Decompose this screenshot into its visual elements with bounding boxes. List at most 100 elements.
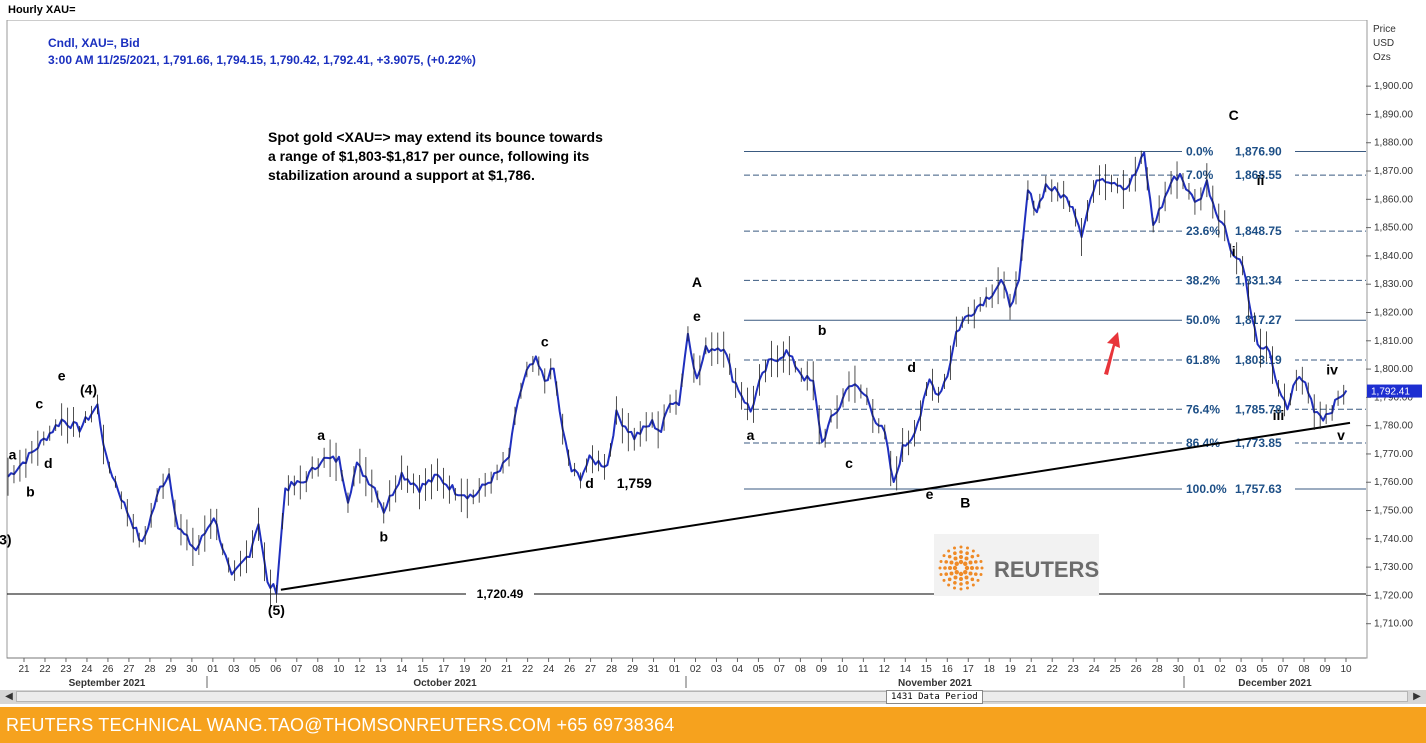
x-tick-label: 26 [102,664,114,675]
annotation-text: Spot gold <XAU=> may extend its bounce t… [268,129,603,183]
logo-dot [942,554,946,558]
logo-dot [959,587,963,591]
x-tick-label: 08 [312,664,324,675]
x-tick-label: 01 [207,664,219,675]
fib-level-label: 61.8% [1186,353,1220,367]
logo-dot [963,561,968,566]
logo-dot [947,554,952,559]
x-tick-label: 21 [501,664,513,675]
wave-label: a [9,447,17,463]
logo-dot [944,572,949,576]
x-tick-label: 17 [963,664,975,675]
x-tick-label: 03 [1236,664,1248,675]
wave-label: i [1232,243,1236,259]
fib-level-label: 23.6% [1186,224,1220,238]
x-tick-label: 13 [375,664,387,675]
x-tick-label: 19 [1005,664,1017,675]
wave-label: v [1337,427,1345,443]
fib-price-label: 1,848.75 [1235,224,1282,238]
logo-dot [964,565,970,571]
scroll-thumb[interactable] [16,691,1408,702]
trendline [280,421,1351,591]
support-level: 1,720.49 [7,586,1366,602]
wave-label: (5) [268,602,285,618]
x-month-label: September 2021 [69,678,146,689]
fib-label-bg [1182,480,1295,496]
fib-price-label: 1,757.63 [1235,482,1282,496]
logo-dot [947,549,951,553]
axis-title-price: Price [1373,24,1396,35]
wave-label: d [907,359,916,375]
logo-dot [953,575,958,580]
x-tick-label: 08 [1298,664,1310,675]
x-tick-label: 29 [165,664,177,675]
wave-label: b [379,529,388,545]
x-tick-label: 10 [333,664,345,675]
wave-label: (4) [80,382,97,398]
x-tick-label: 21 [1026,664,1038,675]
logo-dot [949,571,954,576]
x-tick-label: 27 [585,664,597,675]
wave-label: ii [1257,172,1265,188]
logo-dot [964,556,969,561]
annotation-line: Spot gold <XAU=> may extend its bounce t… [268,129,603,145]
fib-label-bg [1182,272,1295,288]
x-tick-label: 03 [711,664,723,675]
x-tick-label: 14 [396,664,408,675]
logo-dot [965,586,969,590]
fib-level-label: 38.2% [1186,273,1220,287]
price-chart[interactable]: 1,710.00 1,720.00 1,730.00 1,740.00 1,750.00… [0,20,1426,690]
fib-level-label: 100.0% [1186,482,1227,496]
x-tick-label: 09 [1319,664,1331,675]
logo-dot [959,550,963,554]
x-tick-label: 05 [1257,664,1269,675]
logo-dot [980,566,984,570]
x-tick-label: 16 [942,664,954,675]
logo-dot [939,560,943,564]
y-tick-label: 1,740.00 [1374,534,1413,545]
horizontal-scrollbar[interactable]: ◀ 1431 Data Period ▶ [0,690,1426,704]
logo-dot [947,583,951,587]
fib-price-label: 1,817.27 [1235,313,1282,327]
x-tick-label: 12 [354,664,366,675]
x-tick-label: 02 [690,664,702,675]
x-tick-label: 23 [1068,664,1080,675]
footer-banner: REUTERS TECHNICAL WANG.TAO@THOMSONREUTER… [0,707,1426,743]
wave-label: a [317,427,325,443]
x-tick-label: 22 [39,664,51,675]
logo-dot [938,566,942,570]
wave-label: b [26,483,35,499]
wave-label: e [58,367,66,383]
y-tick-label: 1,800.00 [1374,364,1413,375]
scroll-left-icon[interactable]: ◀ [5,691,13,702]
fib-price-label: 1,876.90 [1235,145,1282,159]
logo-dot [954,561,959,566]
fib-label-bg [1182,312,1295,328]
x-tick-label: 28 [1152,664,1164,675]
wave-label: 1,759 [617,475,652,491]
logo-dot [958,559,964,565]
x-tick-label: 09 [816,664,828,675]
x-tick-label: 24 [543,664,555,675]
current-price-tag: 1,792.41 [1367,384,1422,398]
logo-dot [973,560,978,564]
x-tick-label: 26 [564,664,576,675]
y-tick-label: 1,720.00 [1374,590,1413,601]
logo-dot [944,560,949,564]
fib-price-label: 1,831.34 [1235,273,1282,287]
x-tick-label: 23 [60,664,72,675]
x-tick-label: 17 [438,664,450,675]
axis-title-ozs: Ozs [1373,52,1391,63]
scroll-right-icon[interactable]: ▶ [1413,691,1421,702]
axis-title-usd: USD [1373,38,1394,49]
fib-price-label: 1,803.19 [1235,353,1282,367]
logo-dot [964,575,969,580]
x-tick-label: 07 [774,664,786,675]
y-tick-label: 1,730.00 [1374,562,1413,573]
logo-dot [939,572,943,576]
fib-level-label: 76.4% [1186,402,1220,416]
x-tick-label: 01 [669,664,681,675]
y-tick-label: 1,890.00 [1374,109,1413,120]
annotation-line: stabilization around a support at $1,786… [268,167,535,183]
logo-dot [970,554,975,559]
